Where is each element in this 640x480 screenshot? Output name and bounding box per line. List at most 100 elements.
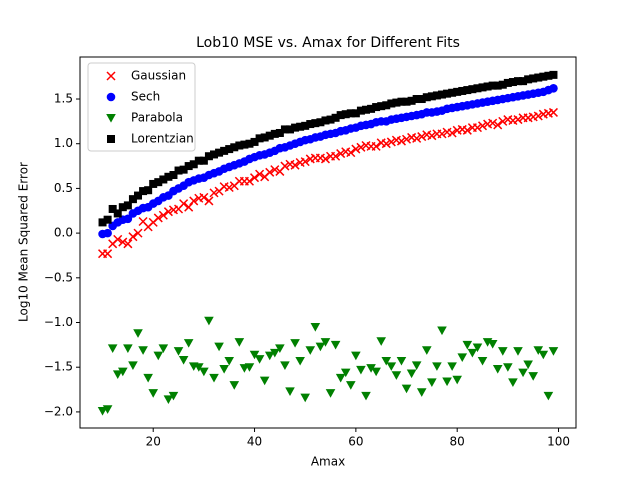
data-point — [452, 375, 462, 385]
plot-frame — [79, 56, 577, 429]
data-point — [265, 167, 275, 177]
data-point — [371, 367, 381, 377]
data-point — [503, 78, 512, 87]
data-point — [128, 232, 138, 242]
data-point — [382, 101, 391, 110]
y-tick-label: −1.0 — [44, 315, 73, 329]
data-point — [528, 372, 538, 381]
data-point — [386, 137, 396, 147]
data-point — [123, 344, 133, 354]
data-point — [523, 360, 533, 370]
data-point — [113, 234, 123, 244]
data-point — [346, 109, 355, 118]
data-point — [427, 378, 437, 388]
data-point — [381, 139, 391, 149]
data-point — [321, 116, 330, 125]
data-point — [543, 391, 554, 401]
data-point — [179, 199, 189, 209]
data-point — [224, 356, 235, 366]
data-point — [508, 378, 518, 388]
data-point — [549, 83, 558, 93]
data-point — [477, 356, 488, 366]
data-point — [548, 107, 558, 117]
data-point — [539, 72, 548, 81]
data-point — [483, 82, 492, 91]
data-point — [108, 204, 117, 213]
data-point — [519, 77, 528, 86]
data-point — [503, 363, 513, 372]
data-point — [178, 356, 189, 365]
data-point — [447, 362, 457, 371]
data-point — [138, 346, 148, 355]
data-point — [123, 214, 133, 224]
data-point — [366, 364, 376, 373]
data-point — [102, 405, 113, 414]
data-point — [204, 152, 213, 161]
marker — [106, 114, 116, 123]
data-point — [316, 118, 325, 127]
data-point — [432, 91, 441, 100]
data-point — [250, 173, 260, 183]
data-point — [397, 97, 406, 106]
data-point — [361, 105, 370, 114]
data-point — [244, 176, 255, 186]
data-point — [118, 203, 127, 212]
data-point — [320, 338, 331, 347]
data-point — [417, 132, 427, 142]
data-point — [391, 371, 402, 380]
data-point — [508, 78, 517, 87]
marker — [106, 92, 116, 102]
data-point — [463, 86, 472, 95]
data-point — [437, 90, 446, 99]
data-point — [442, 377, 452, 387]
data-point — [112, 370, 123, 379]
data-point — [168, 391, 179, 401]
data-point — [204, 196, 214, 206]
data-point — [325, 389, 336, 398]
legend-label: Sech — [131, 90, 160, 104]
data-point — [493, 120, 503, 130]
data-point — [533, 346, 544, 355]
y-tick-label: 0.5 — [54, 181, 73, 195]
data-point — [260, 133, 269, 142]
data-point — [513, 77, 522, 86]
data-point — [401, 134, 412, 144]
data-point — [194, 156, 203, 165]
data-point — [326, 115, 335, 124]
data-point — [488, 118, 498, 128]
legend-label: Gaussian — [131, 69, 186, 83]
data-point — [468, 85, 477, 94]
data-point — [402, 97, 411, 106]
data-point — [184, 162, 193, 171]
data-point — [123, 239, 133, 249]
data-point — [330, 340, 341, 350]
data-point — [169, 171, 178, 180]
data-point — [478, 83, 487, 92]
data-point — [159, 175, 168, 184]
data-point — [290, 160, 300, 170]
data-point — [286, 125, 295, 134]
data-point — [427, 92, 436, 101]
x-tick-label: 100 — [547, 435, 570, 449]
data-point — [199, 367, 209, 377]
data-point — [103, 215, 112, 224]
data-point — [199, 192, 209, 202]
data-point — [341, 110, 350, 119]
data-point — [493, 81, 502, 90]
data-point — [346, 148, 356, 158]
data-point — [280, 125, 289, 134]
data-point — [97, 407, 108, 416]
data-point — [291, 123, 300, 132]
data-point — [311, 119, 320, 128]
data-point — [411, 361, 422, 371]
data-point — [477, 121, 488, 131]
y-tick-label: 0.0 — [54, 226, 73, 240]
data-point — [275, 344, 285, 354]
data-point — [134, 191, 143, 200]
y-axis-label: Log10 Mean Squared Error — [17, 162, 31, 322]
data-point — [301, 121, 310, 130]
data-point — [214, 342, 224, 352]
data-point — [153, 213, 163, 223]
data-point — [422, 93, 431, 102]
